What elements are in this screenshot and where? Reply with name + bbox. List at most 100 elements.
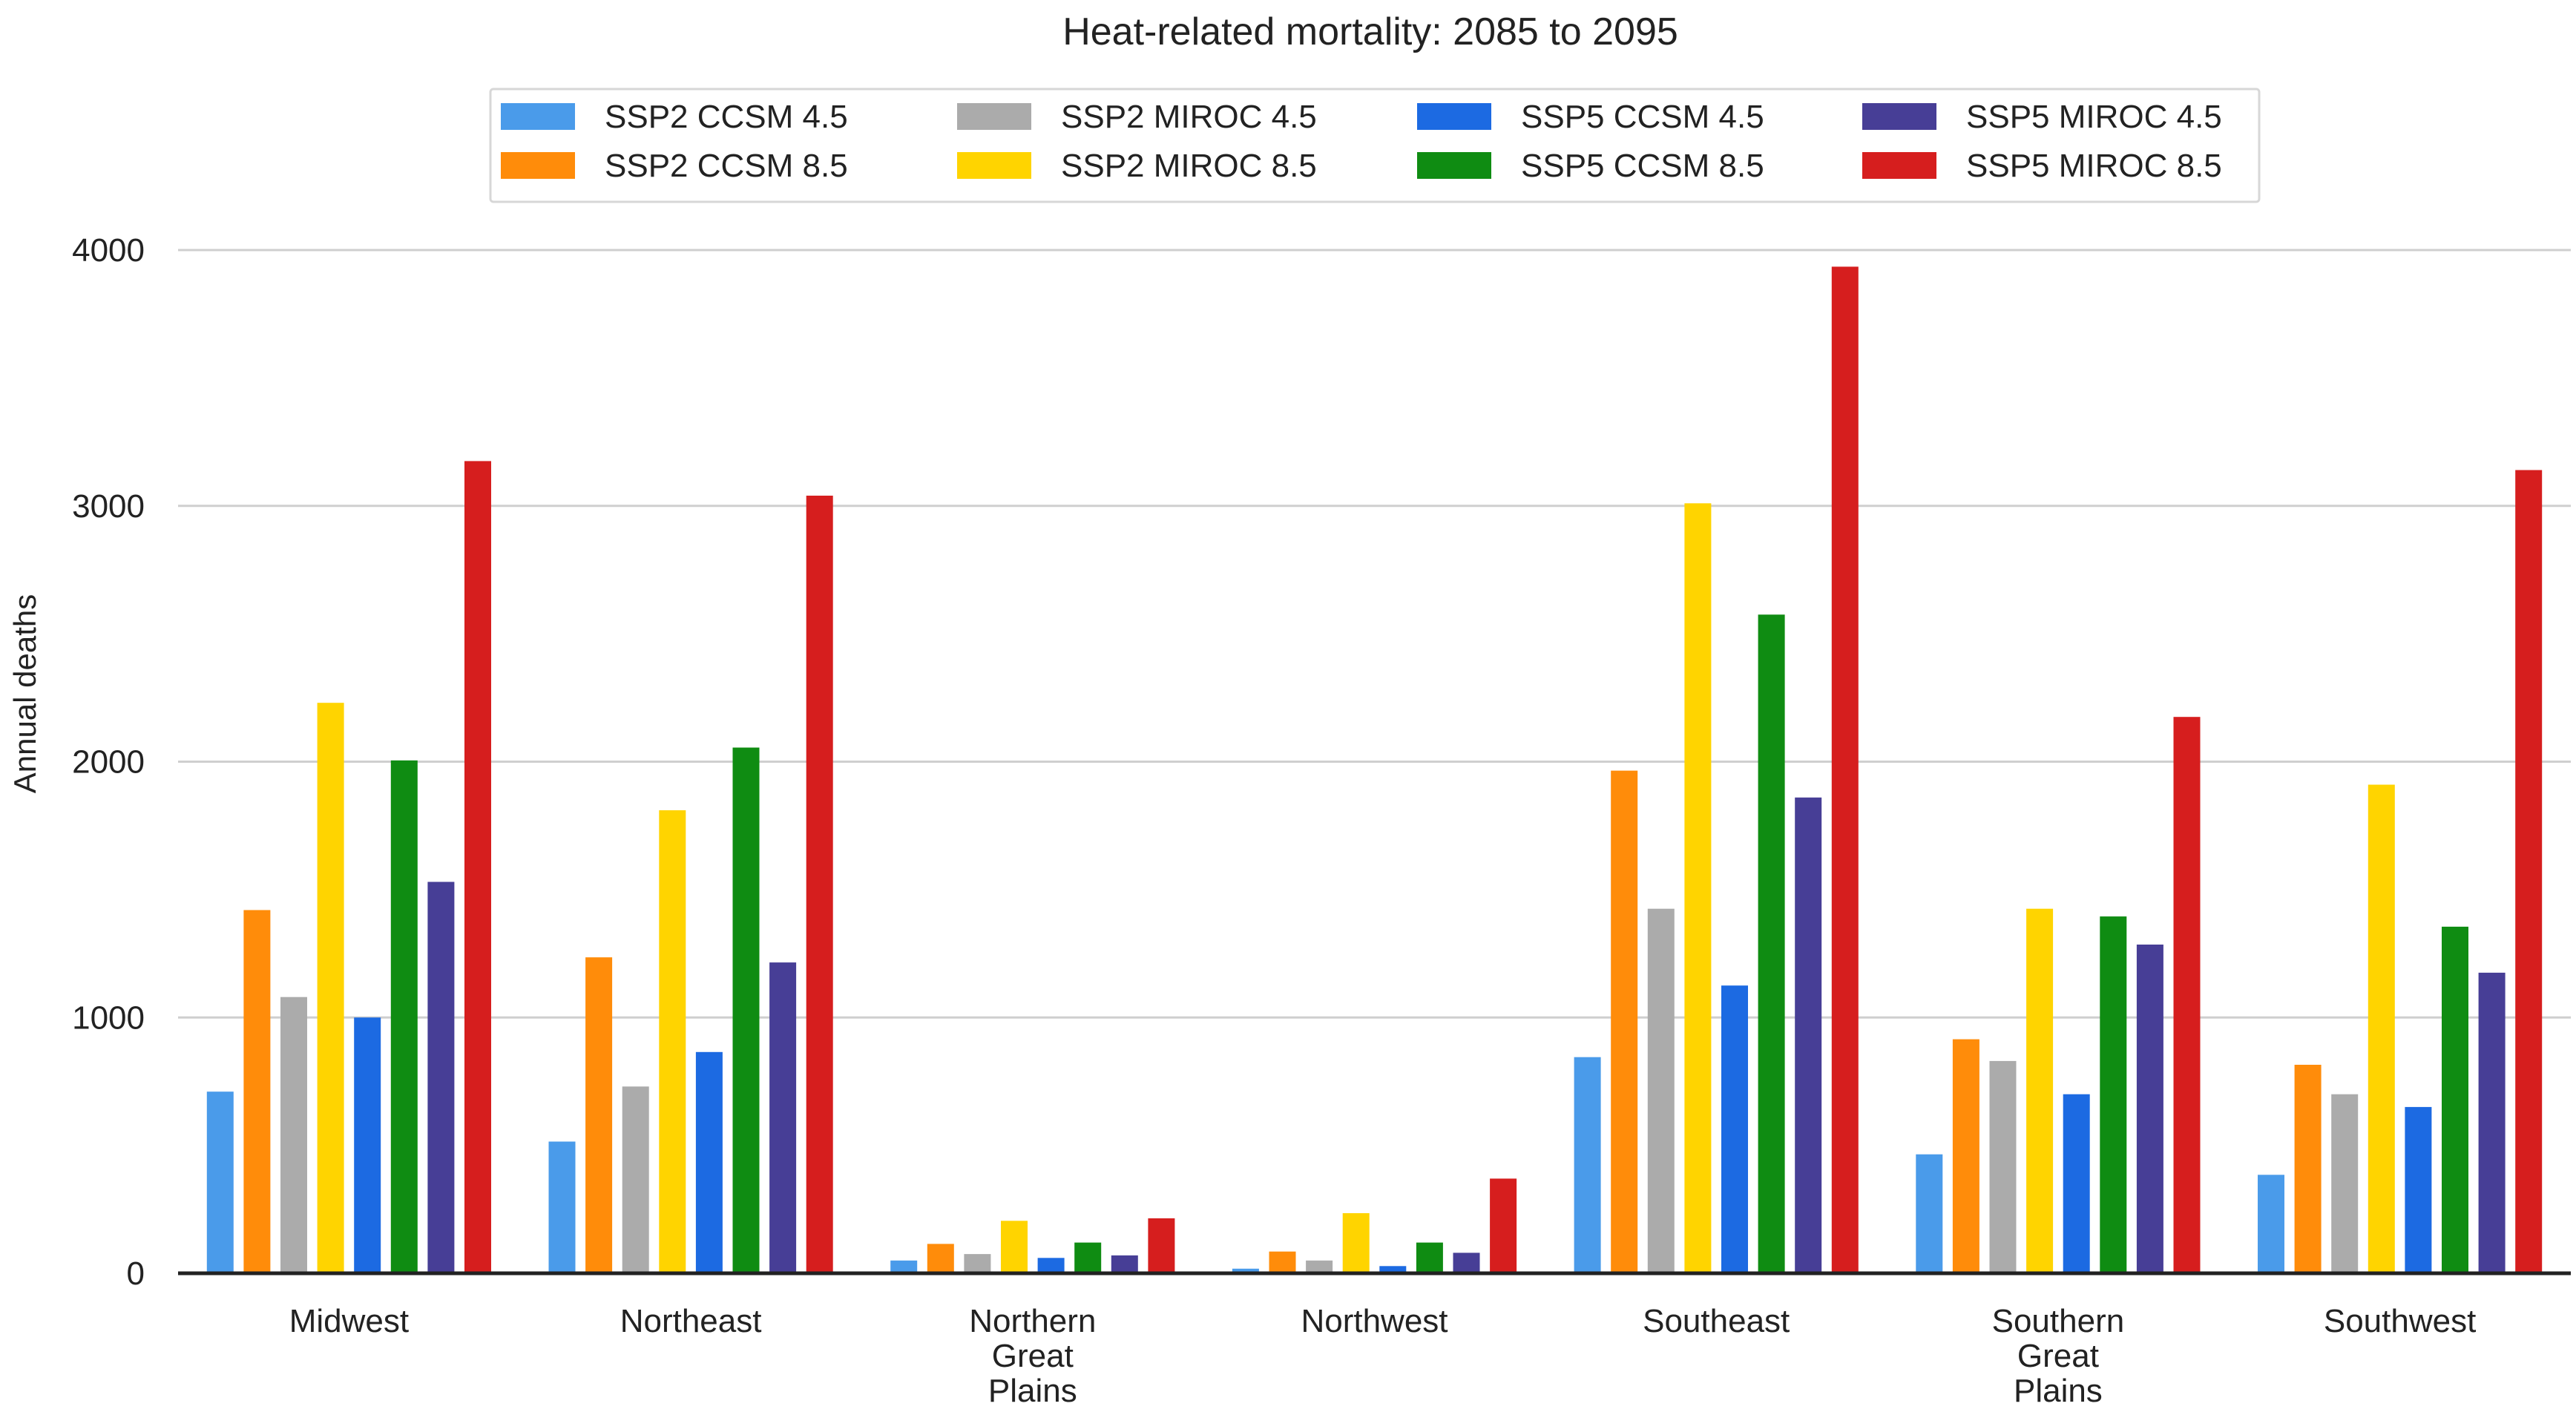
bar-ssp5-miroc-4-5-northwest <box>1453 1253 1480 1273</box>
bar-ssp2-ccsm-8-5-northwest <box>1269 1251 1296 1273</box>
legend-label-ssp5-miroc-8-5: SSP5 MIROC 8.5 <box>1966 148 2222 184</box>
bar-ssp2-ccsm-4-5-midwest <box>206 1091 234 1273</box>
bar-ssp5-ccsm-4-5-northwest <box>1379 1266 1407 1273</box>
bar-ssp2-ccsm-4-5-southern-great-plains <box>1916 1154 1943 1273</box>
legend-label-ssp2-ccsm-4-5: SSP2 CCSM 4.5 <box>605 99 848 135</box>
bar-ssp5-ccsm-8-5-northern-great-plains <box>1074 1242 1102 1273</box>
bar-ssp2-ccsm-4-5-southwest <box>2258 1175 2284 1273</box>
bar-ssp5-miroc-8-5-northeast <box>806 496 833 1273</box>
bar-ssp2-miroc-4-5-midwest <box>280 997 307 1273</box>
x-tick-label: Southeast <box>1643 1303 1790 1339</box>
bar-ssp2-miroc-8-5-southwest <box>2368 784 2395 1273</box>
y-axis-label: Annual deaths <box>7 594 42 794</box>
legend-label-ssp2-ccsm-8-5: SSP2 CCSM 8.5 <box>605 148 848 184</box>
bar-ssp5-ccsm-4-5-northern-great-plains <box>1037 1258 1065 1273</box>
x-tick-label-line: Midwest <box>289 1303 409 1339</box>
bar-ssp5-miroc-4-5-southwest <box>2478 972 2506 1273</box>
bar-ssp5-miroc-8-5-northern-great-plains <box>1148 1218 1175 1273</box>
legend-label-ssp2-miroc-4-5: SSP2 MIROC 4.5 <box>1061 99 1317 135</box>
x-tick-label: Southern Great Plains <box>1992 1303 2125 1409</box>
x-tick-label: Northwest <box>1301 1303 1448 1339</box>
x-tick-label-line: Northwest <box>1301 1303 1448 1339</box>
x-tick-label: Northern Great Plains <box>969 1303 1096 1409</box>
bar-ssp5-miroc-4-5-southeast <box>1795 797 1822 1273</box>
bar-ssp2-ccsm-8-5-northern-great-plains <box>927 1244 954 1273</box>
bar-ssp2-miroc-8-5-northern-great-plains <box>1001 1221 1028 1273</box>
bar-ssp5-ccsm-8-5-midwest <box>390 760 418 1273</box>
x-tick-label-line: Southern <box>1992 1303 2125 1339</box>
bar-ssp2-ccsm-4-5-northeast <box>548 1141 576 1273</box>
bar-ssp2-ccsm-8-5-southern-great-plains <box>1952 1039 1979 1273</box>
bar-ssp5-ccsm-4-5-midwest <box>354 1017 381 1274</box>
bar-ssp2-miroc-4-5-southeast <box>1647 908 1675 1273</box>
bar-ssp5-miroc-4-5-northern-great-plains <box>1111 1255 1138 1273</box>
bar-ssp5-ccsm-4-5-northeast <box>695 1051 723 1273</box>
bar-ssp2-ccsm-4-5-northern-great-plains <box>890 1260 918 1273</box>
bar-ssp5-miroc-4-5-midwest <box>427 881 455 1273</box>
legend-swatch-ssp5-miroc-4-5 <box>1862 103 1936 130</box>
x-tick-label-line: Great <box>2017 1338 2099 1374</box>
legend-label-ssp5-ccsm-4-5: SSP5 CCSM 4.5 <box>1521 99 1764 135</box>
y-tick-label: 3000 <box>72 488 145 525</box>
bar-ssp5-ccsm-8-5-southwest <box>2442 926 2468 1273</box>
bar-ssp2-miroc-4-5-northeast <box>622 1086 649 1273</box>
bar-ssp5-miroc-8-5-southeast <box>1831 266 1859 1273</box>
y-tick-label: 2000 <box>72 744 145 781</box>
x-axis: Midwest Northeast Northern Great PlainsNorth… <box>178 1271 2571 1409</box>
bar-ssp2-miroc-8-5-northeast <box>659 810 686 1273</box>
bar-ssp5-ccsm-4-5-southwest <box>2405 1106 2432 1273</box>
legend-label-ssp2-miroc-8-5: SSP2 MIROC 8.5 <box>1061 148 1317 184</box>
bar-ssp5-ccsm-8-5-southern-great-plains <box>2100 916 2127 1273</box>
x-tick-label-line: Southwest <box>2324 1303 2476 1339</box>
bar-ssp5-ccsm-4-5-southeast <box>1721 985 1748 1273</box>
chart-title: Heat-related mortality: 2085 to 2095 <box>1062 10 1678 53</box>
bar-ssp2-miroc-4-5-northern-great-plains <box>964 1254 991 1273</box>
bar-ssp5-miroc-8-5-southwest <box>2515 470 2543 1273</box>
legend: SSP2 CCSM 4.5 SSP2 CCSM 8.5 SSP2 MIROC 4.5… <box>489 88 2261 203</box>
bar-ssp2-ccsm-4-5-southeast <box>1574 1057 1601 1273</box>
bar-ssp2-miroc-4-5-northwest <box>1306 1260 1333 1273</box>
bar-ssp2-miroc-4-5-southern-great-plains <box>1989 1060 2017 1273</box>
x-tick-label-line: Plains <box>2014 1373 2103 1409</box>
legend-swatch-ssp2-miroc-4-5 <box>957 103 1031 130</box>
bar-ssp2-ccsm-4-5-northwest <box>1232 1268 1259 1273</box>
bar-ssp5-miroc-8-5-northwest <box>1490 1178 1517 1273</box>
grid-lines <box>178 249 2571 1019</box>
bar-ssp5-ccsm-8-5-southeast <box>1758 614 1785 1273</box>
x-tick-label-line: Plains <box>988 1373 1077 1409</box>
bar-ssp2-ccsm-8-5-southeast <box>1611 770 1638 1273</box>
legend-label-ssp5-ccsm-8-5: SSP5 CCSM 8.5 <box>1521 148 1764 184</box>
y-tick-label: 0 <box>127 1255 145 1292</box>
bar-ssp2-miroc-4-5-southwest <box>2331 1094 2359 1273</box>
legend-swatch-ssp2-ccsm-4-5 <box>501 103 575 130</box>
legend-frame <box>489 88 2261 203</box>
legend-swatch-ssp5-ccsm-4-5 <box>1417 103 1491 130</box>
bar-ssp2-ccsm-8-5-southwest <box>2294 1065 2322 1273</box>
y-tick-label: 4000 <box>72 232 145 269</box>
x-tick-label-line: Great <box>992 1338 1074 1374</box>
bar-ssp2-miroc-8-5-northwest <box>1342 1213 1370 1273</box>
x-tick-label-line: Southeast <box>1643 1303 1790 1339</box>
bar-ssp5-miroc-8-5-midwest <box>464 461 491 1273</box>
bar-ssp5-miroc-8-5-southern-great-plains <box>2173 717 2201 1273</box>
bar-ssp2-miroc-8-5-midwest <box>317 703 344 1273</box>
x-tick-label-line: Northeast <box>620 1303 762 1339</box>
x-tick-label: Midwest <box>289 1303 409 1339</box>
legend-swatch-ssp5-ccsm-8-5 <box>1417 152 1491 179</box>
bar-ssp5-ccsm-8-5-northwest <box>1416 1242 1443 1273</box>
x-tick-label-line: Northern <box>969 1303 1096 1339</box>
legend-swatch-ssp2-ccsm-8-5 <box>501 152 575 179</box>
bar-ssp5-ccsm-4-5-southern-great-plains <box>2063 1094 2090 1273</box>
x-tick-label: Southwest <box>2324 1303 2476 1339</box>
y-axis: 0 1000 2000 3000 4000 <box>72 232 145 1292</box>
bar-ssp5-miroc-4-5-northeast <box>769 962 797 1273</box>
bars <box>206 266 2543 1274</box>
bar-ssp5-ccsm-8-5-northeast <box>732 747 760 1273</box>
bar-ssp2-ccsm-8-5-midwest <box>243 910 271 1273</box>
legend-label-ssp5-miroc-4-5: SSP5 MIROC 4.5 <box>1966 99 2222 135</box>
bar-ssp2-miroc-8-5-southeast <box>1684 503 1712 1273</box>
bar-ssp2-miroc-8-5-southern-great-plains <box>2026 908 2054 1273</box>
legend-swatch-ssp5-miroc-8-5 <box>1862 152 1936 179</box>
